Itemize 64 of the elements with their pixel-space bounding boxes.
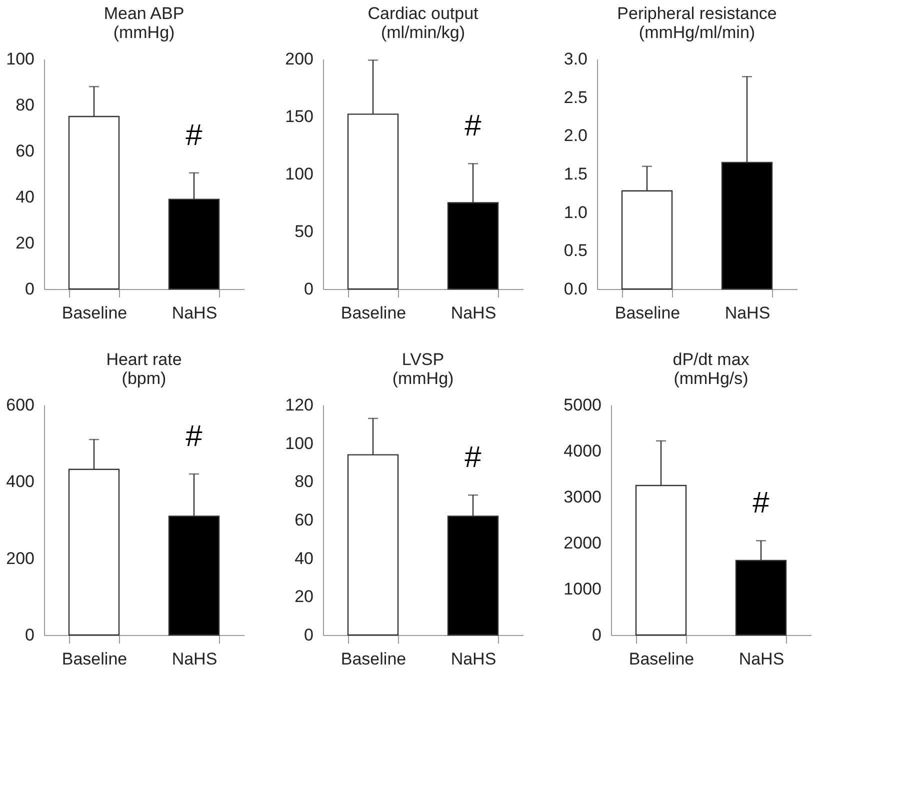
y-tick-label: 20	[16, 234, 34, 252]
y-tick-label: 40	[294, 548, 314, 568]
y-tick-label: 2.0	[564, 126, 588, 146]
x-tick-label: NaHS	[724, 304, 770, 322]
x-tick-label: Baseline	[614, 304, 680, 322]
x-tick-label: Baseline	[340, 650, 406, 668]
y-tick-label: 100	[285, 434, 314, 453]
y-tick-label: 4000	[564, 442, 602, 460]
y-tick-label: 0	[592, 626, 602, 644]
y-tick-label: 200	[6, 548, 34, 568]
x-tick-label: NaHS	[738, 650, 784, 668]
chart-title: Heart rate	[106, 350, 182, 369]
y-tick-label: 20	[294, 587, 314, 606]
x-tick-label: NaHS	[450, 650, 496, 668]
chart-subtitle: (mmHg/ml/min)	[638, 23, 756, 42]
x-tick-label: NaHS	[172, 304, 218, 322]
x-tick-label: Baseline	[62, 304, 128, 322]
chart-title: Mean ABP	[104, 4, 184, 23]
y-tick-label: 3000	[564, 488, 602, 506]
annotation: #	[186, 118, 203, 152]
y-tick-label: 60	[16, 142, 34, 160]
annotation: #	[464, 110, 482, 143]
chart-title: dP/dt max	[672, 350, 750, 369]
y-tick-label: 0	[25, 626, 34, 644]
y-tick-label: 80	[294, 472, 314, 492]
y-tick-label: 1.5	[564, 164, 588, 184]
y-tick-label: 3.0	[564, 50, 588, 68]
chart-subtitle: (mmHg)	[392, 369, 454, 388]
chart-subtitle: (mmHg/s)	[674, 369, 748, 388]
x-tick-label: NaHS	[450, 304, 496, 322]
y-tick-label: 50	[294, 222, 314, 241]
x-tick-label: Baseline	[628, 650, 694, 668]
annotation: #	[464, 441, 482, 474]
y-tick-label: 2.5	[564, 88, 588, 107]
y-tick-label: 40	[16, 188, 34, 206]
chart-subtitle: (bpm)	[122, 369, 166, 388]
y-tick-label: 0.5	[564, 241, 588, 260]
y-tick-label: 100	[285, 164, 314, 184]
chart-title: Cardiac output	[368, 4, 479, 23]
y-tick-label: 150	[285, 107, 314, 126]
y-tick-label: 0.0	[564, 280, 588, 298]
annotation: #	[186, 420, 203, 453]
chart-title: LVSP	[402, 350, 444, 369]
x-tick-label: Baseline	[340, 304, 406, 322]
y-tick-label: 0	[25, 280, 34, 298]
y-tick-label: 600	[6, 396, 34, 414]
y-tick-label: 0	[304, 280, 314, 298]
y-tick-label: 200	[285, 50, 314, 68]
annotation: #	[752, 486, 770, 520]
y-tick-label: 60	[294, 510, 314, 530]
y-tick-label: 2000	[564, 534, 602, 552]
y-tick-label: 0	[304, 626, 314, 644]
y-tick-label: 400	[6, 472, 34, 492]
y-tick-label: 5000	[564, 396, 602, 414]
chart-title: Peripheral resistance	[617, 4, 777, 23]
chart-subtitle: (ml/min/kg)	[380, 23, 466, 42]
y-tick-label: 100	[6, 50, 34, 68]
x-tick-label: Baseline	[62, 650, 128, 668]
y-tick-label: 120	[285, 396, 314, 414]
y-tick-label: 1000	[564, 580, 602, 598]
x-tick-label: NaHS	[172, 650, 218, 668]
y-tick-label: 1.0	[564, 202, 588, 222]
y-tick-label: 80	[16, 96, 34, 114]
chart-subtitle: (mmHg)	[113, 23, 175, 42]
